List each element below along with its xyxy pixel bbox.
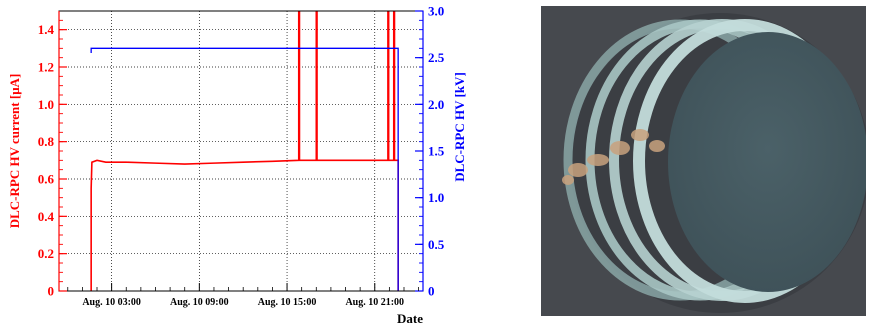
horizontal-grid	[59, 29, 423, 255]
left-tick-label: 0.2	[38, 246, 54, 261]
right-tick-label: 1.5	[428, 144, 445, 159]
right-tick-label: 2.0	[428, 97, 444, 112]
current-series-line	[90, 11, 399, 291]
x-axis-title: Date	[397, 311, 423, 326]
left-tick-label: 0.6	[38, 172, 55, 187]
x-tick-label: Aug. 10 21:00	[345, 297, 404, 308]
plot-background	[59, 11, 423, 291]
left-axis-title: DLC-RPC HV current [μA]	[7, 74, 22, 229]
x-tick-label: Aug. 10 03:00	[82, 297, 141, 308]
left-tick-label: 1.2	[38, 60, 54, 75]
left-tick-label: 0.8	[38, 134, 55, 149]
right-axis-ticks: 0 0.5 1.0 1.5 2.0 2.5 3.0	[415, 4, 445, 299]
x-tick-label: Aug. 10 09:00	[170, 297, 229, 308]
left-tick-label: 1.0	[38, 97, 54, 112]
left-axis-ticks: 0 0.2 0.4 0.6 0.8 1.0 1.2 1.4	[38, 19, 67, 299]
disk-face	[668, 32, 866, 292]
hv-chart: 0 0.2 0.4 0.6 0.8 1.0 1.2 1.4 0 0.5 1.0 1.5 2.0 2.5 3…	[7, 4, 467, 326]
x-axis-ticks: Aug. 10 03:00 Aug. 10 09:00 Aug. 10 15:00 A…	[67, 283, 420, 308]
left-tick-label: 0	[48, 284, 55, 299]
right-tick-label: 0.5	[428, 237, 445, 252]
left-tick-label: 1.4	[38, 22, 55, 37]
detector-photo	[541, 6, 866, 316]
right-axis-title: DLC-RPC HV [kV]	[452, 72, 467, 182]
discharge-spots	[562, 129, 665, 185]
hv-series-line	[90, 47, 399, 291]
right-tick-label: 0	[428, 284, 435, 299]
right-tick-label: 1.0	[428, 190, 444, 205]
x-tick-label: Aug. 10 15:00	[258, 297, 317, 308]
right-tick-label: 3.0	[428, 4, 444, 19]
left-tick-label: 0.4	[38, 209, 55, 224]
right-tick-label: 2.5	[428, 50, 445, 65]
